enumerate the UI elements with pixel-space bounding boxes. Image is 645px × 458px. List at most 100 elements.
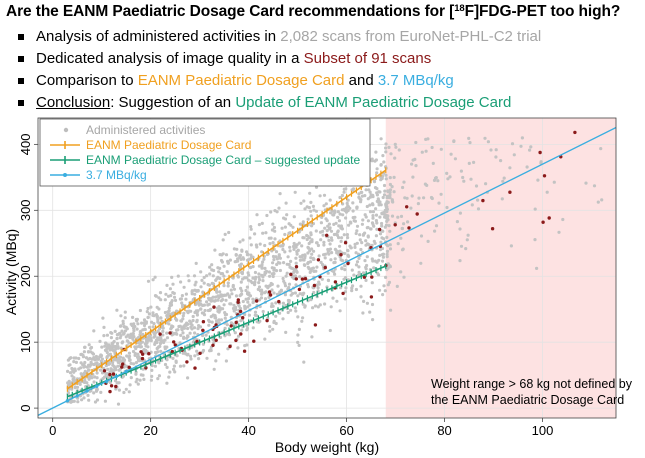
- scatter-point: [368, 310, 372, 314]
- scatter-point: [122, 331, 126, 335]
- scatter-point: [260, 250, 264, 254]
- series-line-0: [66, 169, 387, 390]
- scatter-point: [106, 367, 110, 371]
- series-marker-2: [124, 369, 128, 374]
- scatter-point: [222, 264, 226, 268]
- scatter-point: [240, 328, 244, 332]
- scatter-point: [179, 319, 183, 323]
- scatter-point: [205, 274, 209, 278]
- scatter-point: [167, 322, 171, 326]
- scatter-point: [270, 272, 274, 276]
- scatter-point: [226, 347, 230, 351]
- scatter-point: [271, 327, 275, 331]
- scatter-point: [388, 265, 392, 269]
- subset-point: [120, 365, 124, 369]
- scatter-point: [278, 192, 282, 196]
- scatter-point: [210, 263, 214, 267]
- scatter-point: [318, 194, 322, 198]
- scatter-point: [240, 271, 244, 276]
- scatter-point: [189, 325, 193, 329]
- scatter-point: [193, 283, 197, 287]
- scatter-point: [257, 320, 261, 324]
- scatter-point: [426, 239, 430, 243]
- scatter-point: [90, 362, 94, 366]
- scatter-point: [251, 265, 255, 269]
- scatter-point: [455, 220, 459, 224]
- scatter-point: [156, 329, 160, 333]
- scatter-point: [385, 255, 389, 259]
- scatter-point: [237, 304, 241, 308]
- scatter-point: [322, 204, 326, 208]
- scatter-point: [545, 190, 549, 194]
- scatter-point: [266, 286, 270, 290]
- scatter-point: [400, 226, 405, 231]
- scatter-point: [227, 230, 231, 235]
- scatter-point: [352, 219, 356, 223]
- scatter-point: [156, 346, 160, 350]
- scatter-point: [382, 160, 386, 164]
- scatter-point: [251, 297, 255, 301]
- subset-point: [109, 384, 114, 388]
- scatter-point: [305, 233, 309, 238]
- scatter-point: [69, 400, 73, 404]
- scatter-point: [464, 247, 468, 251]
- scatter-point: [238, 253, 243, 257]
- scatter-point: [371, 214, 375, 218]
- scatter-point: [339, 239, 343, 243]
- scatter-point: [86, 393, 90, 397]
- scatter-point: [271, 274, 275, 279]
- scatter-point: [382, 193, 387, 197]
- scatter-point: [346, 248, 350, 252]
- scatter-point: [118, 355, 122, 359]
- scatter-point: [132, 362, 136, 366]
- scatter-point: [458, 227, 462, 231]
- scatter-point: [287, 299, 291, 303]
- plot-frame: [37, 117, 617, 419]
- scatter-point: [81, 353, 85, 357]
- scatter-point: [316, 243, 320, 248]
- scatter-point: [302, 236, 306, 240]
- series-marker-2: [114, 374, 119, 379]
- scatter-point: [368, 203, 372, 207]
- scatter-point: [300, 244, 304, 248]
- y-tick-label: 400: [18, 134, 33, 156]
- x-tick-label: 80: [437, 423, 451, 438]
- subset-point: [289, 272, 293, 277]
- scatter-point: [178, 364, 183, 368]
- scatter-point: [253, 270, 257, 275]
- scatter-point: [115, 342, 120, 346]
- scatter-point: [156, 336, 160, 340]
- scatter-point: [175, 309, 179, 313]
- scatter-point: [153, 275, 157, 279]
- scatter-point: [165, 381, 169, 385]
- scatter-point: [182, 364, 186, 368]
- scatter-point: [323, 226, 327, 230]
- scatter-point: [220, 253, 224, 257]
- scatter-point: [222, 303, 226, 307]
- scatter-point: [77, 356, 81, 361]
- scatter-point: [399, 270, 403, 274]
- scatter-point: [348, 206, 352, 210]
- subset-point: [212, 305, 216, 309]
- scatter-point: [291, 225, 295, 229]
- scatter-point: [136, 322, 140, 326]
- scatter-point: [366, 219, 370, 223]
- scatter-point: [284, 274, 288, 278]
- scatter-point: [134, 361, 138, 365]
- scatter-point: [269, 304, 274, 309]
- scatter-point: [260, 263, 264, 267]
- scatter-point: [66, 369, 70, 373]
- scatter-point: [318, 303, 322, 307]
- scatter-point: [205, 356, 209, 360]
- scatter-point: [134, 317, 138, 322]
- scatter-point: [108, 352, 112, 356]
- scatter-point: [159, 316, 163, 320]
- scatter-point: [93, 375, 97, 379]
- subset-point: [195, 339, 199, 344]
- scatter-point: [385, 205, 389, 209]
- scatter-point: [410, 162, 414, 166]
- scatter-point: [95, 388, 99, 392]
- scatter-point: [317, 280, 321, 284]
- y-axis-label: Activity (MBq): [3, 229, 19, 315]
- scatter-point: [106, 344, 110, 348]
